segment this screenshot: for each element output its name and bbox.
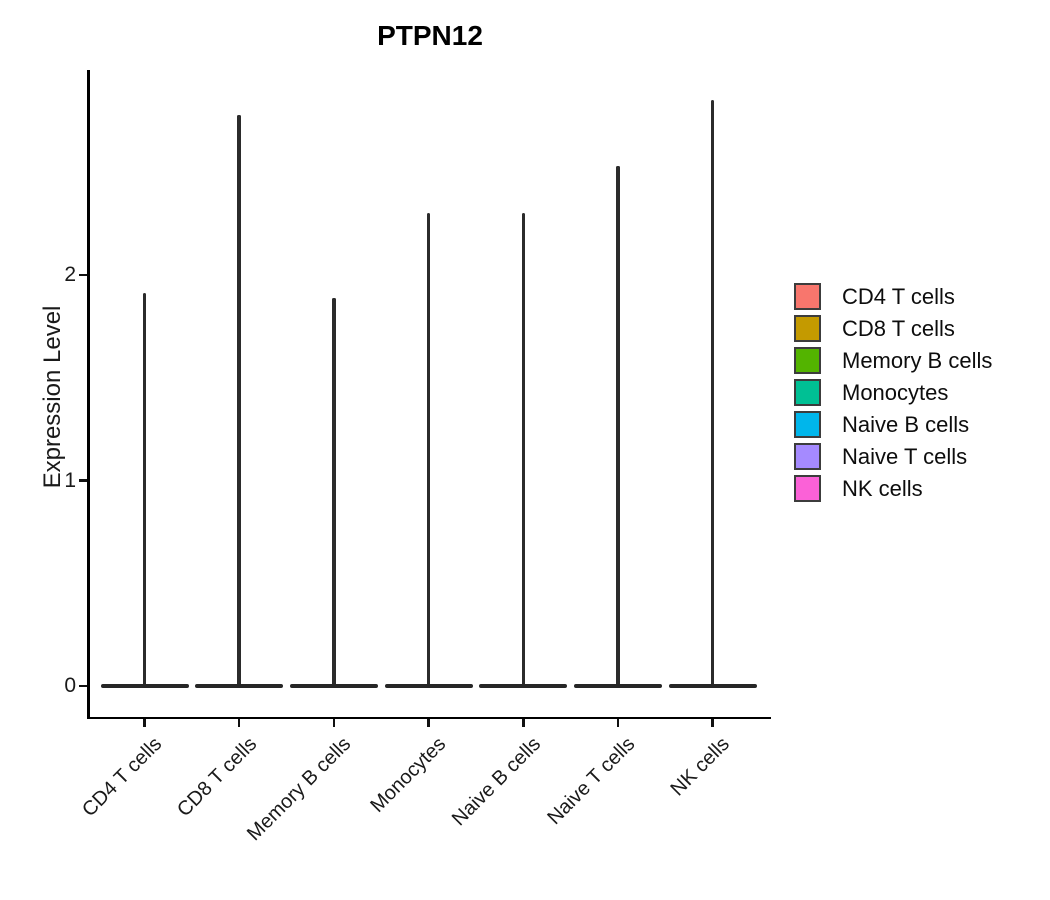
legend-color-swatch xyxy=(794,347,821,374)
violin-spike xyxy=(332,297,336,688)
x-category-label: NK cells xyxy=(666,733,735,801)
legend-item-label: Monocytes xyxy=(842,380,949,405)
violin-spike xyxy=(521,213,526,688)
violin-base xyxy=(668,684,757,688)
legend-color-swatch xyxy=(794,379,821,406)
violin-base xyxy=(100,684,189,688)
x-category-label: Naive B cells xyxy=(447,733,545,831)
legend-item-label: CD4 T cells xyxy=(842,284,955,309)
legend-color-swatch xyxy=(794,411,821,438)
x-category-label: Monocytes xyxy=(366,733,451,817)
y-tick-label: 0 xyxy=(64,674,76,697)
violin-spike xyxy=(710,100,715,688)
violin-base xyxy=(384,684,473,688)
violin-base xyxy=(574,684,662,688)
x-category-label: Naive T cells xyxy=(543,733,640,829)
y-tick-mark xyxy=(79,479,87,482)
legend-item-label: NK cells xyxy=(842,476,923,501)
violin-spike xyxy=(142,293,147,688)
violin-spike xyxy=(616,166,620,688)
legend-item-label: Memory B cells xyxy=(842,348,993,373)
legend-color-swatch xyxy=(794,475,821,502)
y-tick-label: 1 xyxy=(64,468,76,492)
x-category-label: CD4 T cells xyxy=(77,733,167,822)
y-tick-label: 2 xyxy=(64,263,76,286)
x-tick-mark xyxy=(711,719,714,727)
x-category-label: CD8 T cells xyxy=(172,733,261,822)
violin-base xyxy=(195,684,284,688)
x-axis-line xyxy=(87,716,771,719)
legend-item-label: Naive T cells xyxy=(842,444,968,469)
legend-color-swatch xyxy=(794,315,821,342)
violin-base xyxy=(289,684,378,688)
legend-item-label: Naive B cells xyxy=(842,412,970,437)
violin-spike xyxy=(237,114,241,688)
x-tick-mark xyxy=(427,719,430,727)
plot-title: PTPN12 xyxy=(377,20,483,51)
y-tick-mark xyxy=(79,273,87,277)
violin-base xyxy=(479,684,568,688)
legend-item-label: CD8 T cells xyxy=(842,316,955,341)
legend-color-swatch xyxy=(794,283,821,310)
y-tick-mark xyxy=(79,684,87,688)
y-axis-line xyxy=(87,70,90,719)
x-tick-mark xyxy=(332,719,336,727)
x-tick-mark xyxy=(237,719,241,727)
x-tick-mark xyxy=(616,719,620,727)
x-tick-mark xyxy=(522,719,525,727)
x-tick-mark xyxy=(143,719,146,727)
violin-spike xyxy=(426,213,431,688)
legend-color-swatch xyxy=(794,443,821,470)
